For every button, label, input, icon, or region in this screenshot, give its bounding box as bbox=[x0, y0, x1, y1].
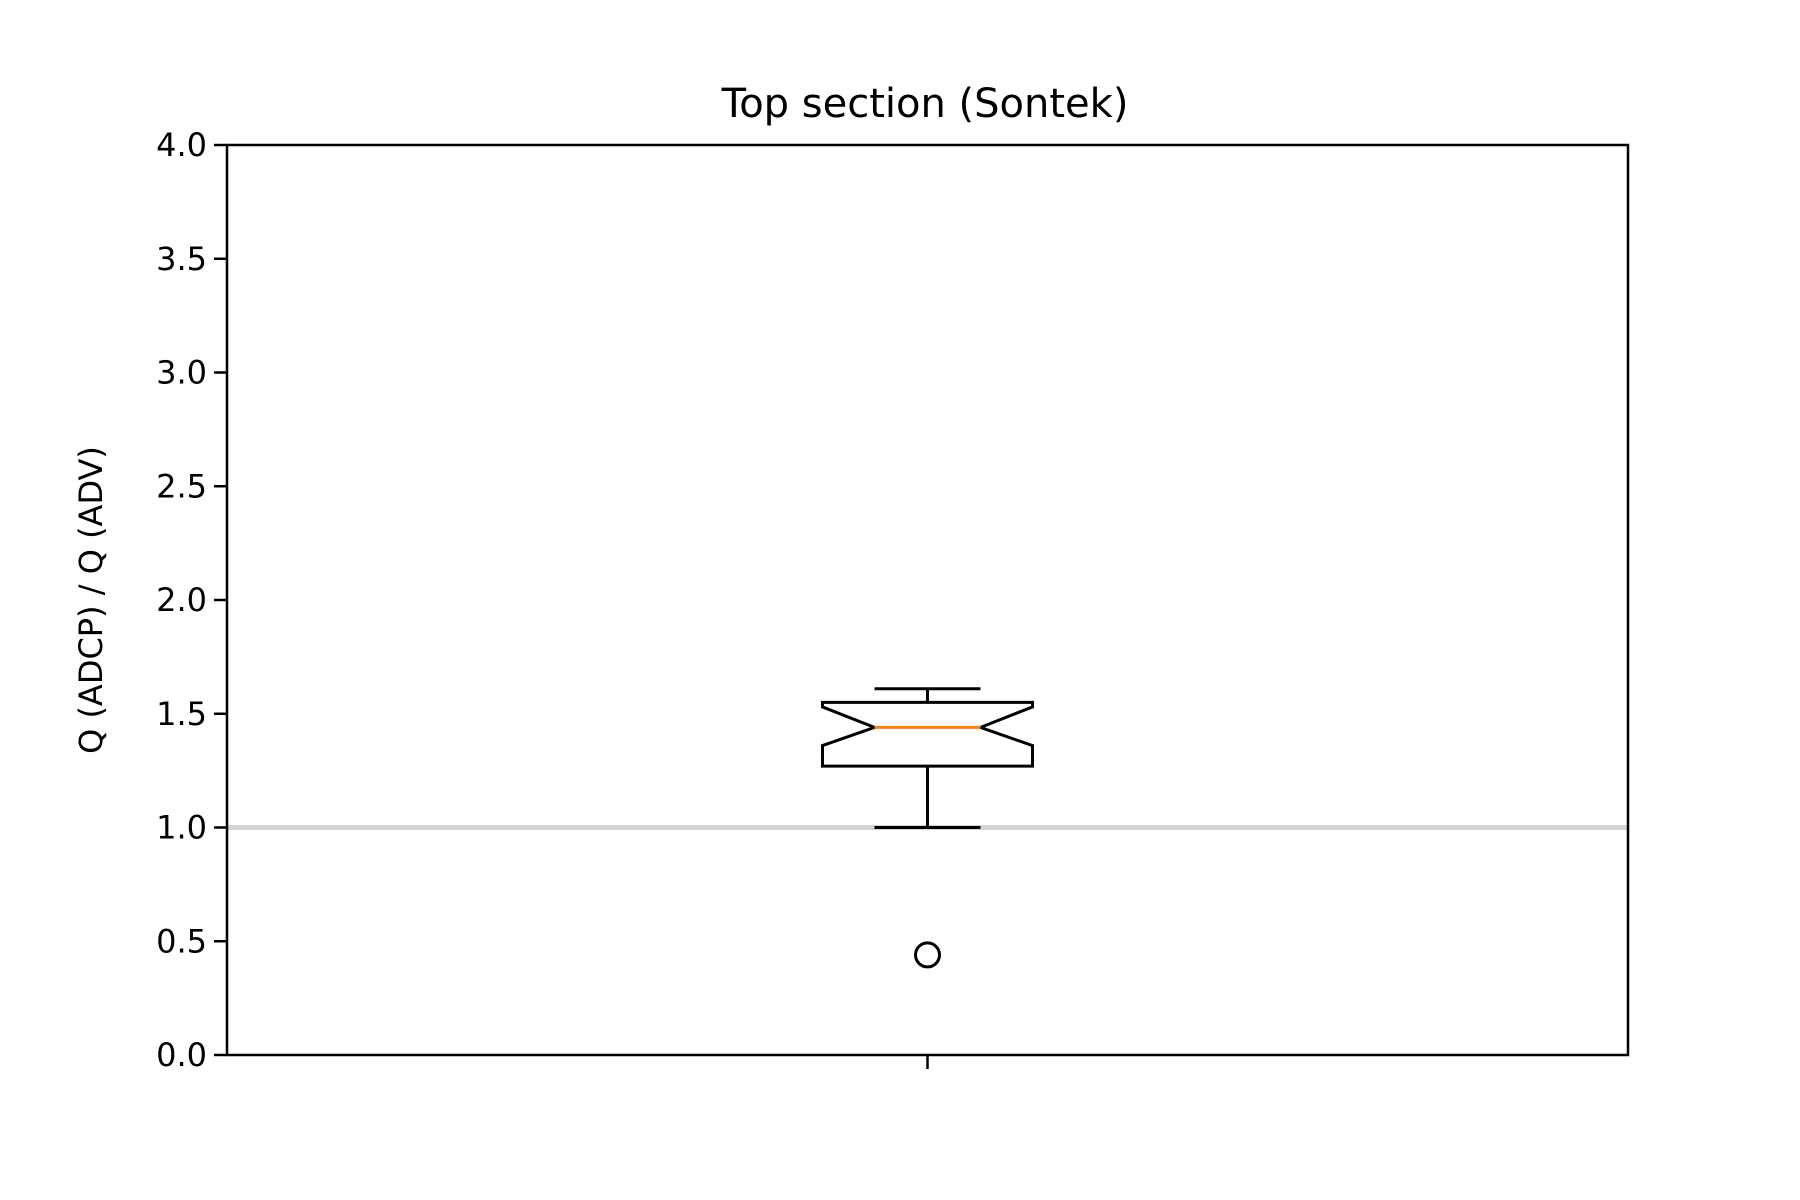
y-tick-label: 3.0 bbox=[156, 354, 207, 392]
y-tick-label: 0.5 bbox=[156, 922, 207, 960]
y-tick-label: 2.5 bbox=[156, 467, 207, 505]
notched-box bbox=[821, 700, 1034, 768]
y-tick-label: 1.5 bbox=[156, 695, 207, 733]
outlier-point bbox=[914, 941, 941, 969]
y-tick-label: 1.0 bbox=[156, 809, 207, 847]
y-axis-label: Q (ADCP) / Q (ADV) bbox=[72, 446, 110, 754]
y-tick-label: 3.5 bbox=[156, 240, 207, 278]
plot-area: 0.0 0.5 1.0 1.5 2.0 2.5 3.0 3.5 4.0 bbox=[156, 126, 1630, 1074]
y-tick-label: 2.0 bbox=[156, 581, 207, 619]
y-tick-label: 0.0 bbox=[156, 1036, 207, 1074]
plot-frame bbox=[225, 143, 1630, 1057]
chart-title: Top section (Sontek) bbox=[721, 81, 1129, 127]
y-tick-label: 4.0 bbox=[156, 126, 207, 164]
